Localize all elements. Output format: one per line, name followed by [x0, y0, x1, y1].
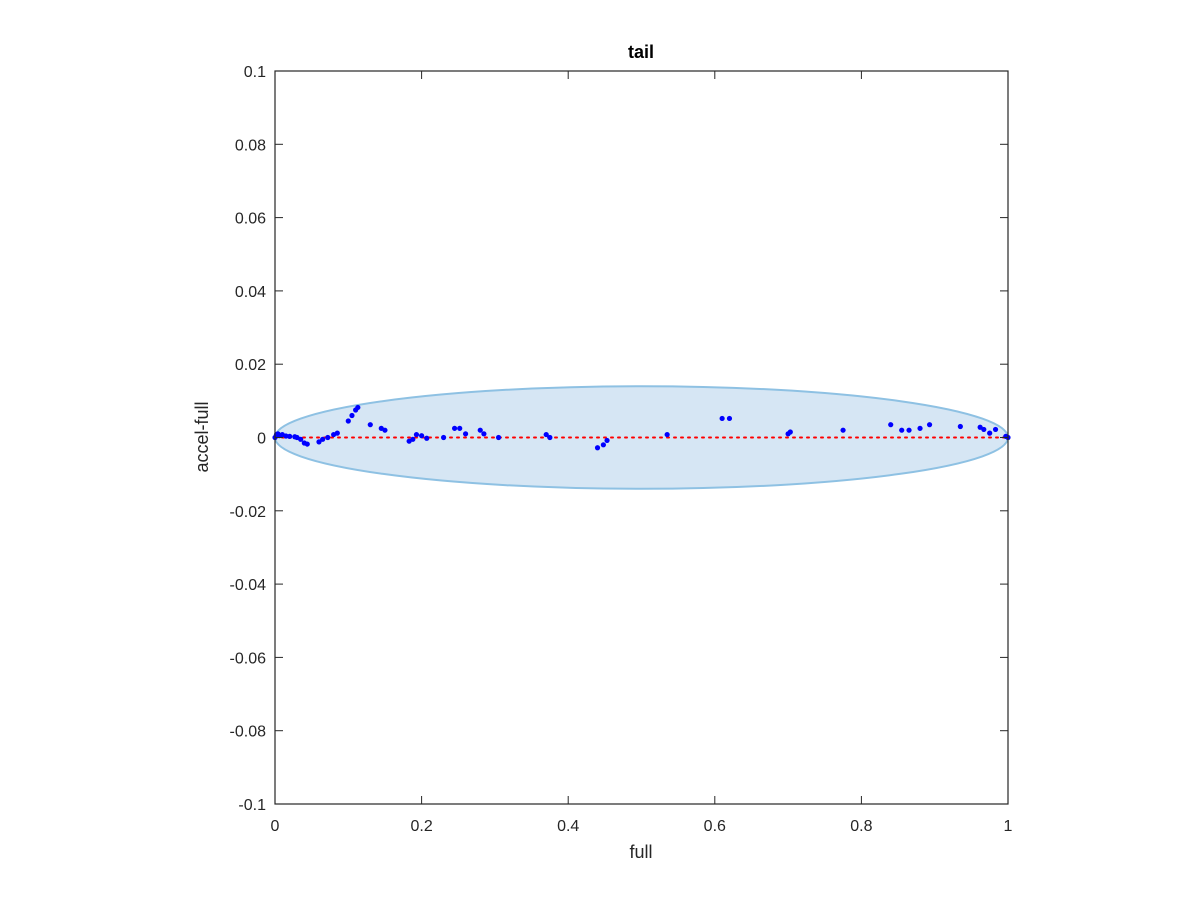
- data-point: [719, 415, 725, 422]
- data-point: [547, 434, 553, 441]
- x-tick-label: 0.6: [704, 818, 726, 835]
- y-tick-label: -0.06: [230, 650, 267, 667]
- data-point: [320, 436, 326, 442]
- y-tick-label: 0.1: [244, 64, 266, 81]
- data-point: [325, 434, 331, 441]
- data-point: [906, 427, 912, 433]
- data-point: [543, 431, 549, 438]
- data-point: [926, 422, 933, 428]
- y-tick-label: 0.08: [235, 137, 266, 154]
- x-axis-label: full: [629, 842, 652, 862]
- data-point: [992, 426, 999, 433]
- data-point: [664, 431, 670, 438]
- data-point: [355, 404, 361, 411]
- data-point: [957, 423, 963, 430]
- data-point: [594, 445, 601, 451]
- data-point: [424, 435, 430, 441]
- chart-title: tail: [628, 42, 654, 62]
- data-point: [981, 426, 987, 433]
- data-point: [316, 439, 322, 445]
- data-point: [410, 436, 416, 442]
- y-tick-label: -0.1: [238, 797, 266, 814]
- data-point: [304, 441, 310, 447]
- y-axis-label: accel-full: [192, 401, 212, 472]
- data-point: [726, 415, 733, 422]
- y-tick-label: -0.04: [230, 577, 267, 594]
- data-point: [600, 442, 606, 448]
- data-point: [419, 433, 425, 439]
- y-tick-label: -0.08: [230, 724, 267, 741]
- data-point: [413, 431, 420, 438]
- data-point: [367, 422, 373, 428]
- data-point: [495, 434, 502, 441]
- data-point: [477, 427, 483, 433]
- data-point: [382, 427, 388, 433]
- y-tick-label: 0: [257, 431, 266, 448]
- data-point: [604, 437, 610, 444]
- data-point: [481, 431, 487, 437]
- data-point: [987, 430, 993, 436]
- data-point: [462, 431, 469, 437]
- y-tick-label: -0.02: [230, 504, 267, 521]
- y-tick-label: 0.06: [235, 211, 266, 228]
- x-tick-label: 0.2: [410, 818, 432, 835]
- data-point: [334, 430, 340, 436]
- data-point: [840, 427, 846, 433]
- data-point: [787, 429, 793, 435]
- x-tick-label: 0: [271, 818, 280, 835]
- data-point: [457, 425, 463, 431]
- data-point: [287, 433, 293, 440]
- plot-area: 0 0.2 0.4 0.6 0.8 1 -0.1 -0.08 -0.06 -0.04 -0.02 0 0…: [230, 64, 1013, 835]
- data-point: [345, 418, 351, 424]
- x-tick-label: 1: [1004, 818, 1013, 835]
- data-point: [349, 412, 355, 419]
- x-tick-label: 0.4: [557, 818, 579, 835]
- data-point: [917, 425, 923, 431]
- data-point: [888, 422, 894, 428]
- data-point: [451, 425, 458, 431]
- data-point: [298, 436, 304, 442]
- data-point: [440, 434, 447, 441]
- data-point: [899, 427, 905, 433]
- y-tick-label: 0.02: [235, 357, 266, 374]
- x-tick-label: 0.8: [850, 818, 872, 835]
- y-tick-label: 0.04: [235, 284, 266, 301]
